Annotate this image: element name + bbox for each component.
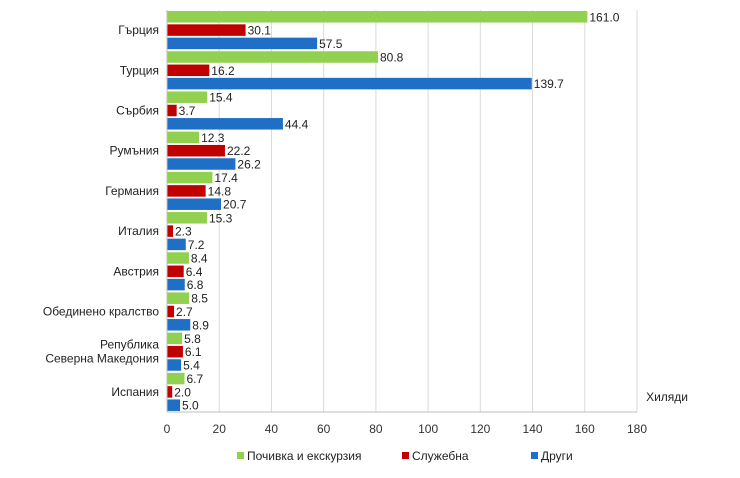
data-label: 5.4 <box>183 359 200 373</box>
legend-label: Други <box>541 449 573 463</box>
data-label: 8.4 <box>191 252 208 266</box>
data-label: 17.4 <box>214 171 238 185</box>
bar <box>167 399 181 411</box>
data-label: 44.4 <box>285 117 309 131</box>
bar <box>167 185 206 197</box>
bar <box>167 158 236 170</box>
bar <box>167 198 222 210</box>
bar <box>167 278 185 291</box>
bar <box>167 104 177 117</box>
data-label: 2.7 <box>176 305 193 319</box>
category-label: Румъния <box>110 144 159 158</box>
category-label: Северна Македония <box>45 352 159 366</box>
data-label: 8.5 <box>191 292 208 306</box>
category-label: Испания <box>111 385 159 399</box>
bar <box>167 24 246 36</box>
bar <box>167 144 225 157</box>
category-label: Австрия <box>113 264 159 278</box>
data-label: 30.1 <box>248 24 272 38</box>
bar <box>167 225 174 237</box>
legend-swatch <box>531 452 538 459</box>
bar <box>167 131 200 144</box>
data-label: 5.0 <box>182 399 199 413</box>
data-label: 7.2 <box>188 238 205 252</box>
x-axis-unit-label: Хиляди <box>646 390 688 404</box>
bars-group <box>167 11 588 411</box>
data-label: 16.2 <box>211 64 235 78</box>
bar <box>167 51 378 63</box>
category-label: Гърция <box>118 23 159 37</box>
x-tick-label: 120 <box>470 422 490 436</box>
bar <box>167 252 189 264</box>
data-label: 8.9 <box>192 318 209 332</box>
legend-label: Служебна <box>412 449 469 463</box>
x-tick-label: 60 <box>317 422 331 436</box>
data-label: 161.0 <box>589 10 619 24</box>
data-labels: 161.0 30.1 57.5 80.8 16.2 139.7 15.4 3.7 44.4 12.… <box>174 10 620 412</box>
bar <box>167 372 185 385</box>
data-label: 80.8 <box>380 51 404 65</box>
bar <box>167 345 183 358</box>
x-tick-label: 140 <box>523 422 543 436</box>
category-label: Сърбия <box>116 104 159 118</box>
bar <box>167 305 175 318</box>
data-label: 3.7 <box>179 104 196 118</box>
data-label: 15.4 <box>209 91 233 105</box>
legend-swatch <box>402 452 409 459</box>
bar <box>167 91 208 103</box>
bar <box>167 292 190 304</box>
bar <box>167 64 210 77</box>
bar <box>167 212 207 224</box>
data-label: 14.8 <box>208 184 232 198</box>
bar <box>167 37 318 50</box>
bar <box>167 238 186 251</box>
data-label: 57.5 <box>319 37 343 51</box>
bar <box>167 77 532 90</box>
bar <box>167 171 213 184</box>
data-label: 26.2 <box>237 158 261 172</box>
data-label: 15.3 <box>209 211 233 225</box>
data-label: 6.1 <box>185 345 202 359</box>
x-tick-label: 0 <box>164 422 171 436</box>
x-tick-label: 160 <box>575 422 595 436</box>
x-axis-ticks: 0 20 40 60 80 100 120 140 160 180 <box>164 422 648 436</box>
bar <box>167 265 184 278</box>
data-label: 12.3 <box>201 131 225 145</box>
data-label: 6.8 <box>187 278 204 292</box>
data-label: 2.0 <box>174 385 191 399</box>
bar <box>167 386 173 398</box>
category-label: Република <box>100 338 159 352</box>
bar <box>167 319 191 331</box>
category-labels: Гърция Турция Сърбия Румъния Германия Италия А… <box>43 23 159 399</box>
x-tick-label: 100 <box>418 422 438 436</box>
category-label: Германия <box>105 184 159 198</box>
legend: Почивка и екскурзия Служебна Други <box>237 449 573 463</box>
x-tick-label: 40 <box>265 422 279 436</box>
x-tick-label: 180 <box>627 422 647 436</box>
x-tick-label: 20 <box>213 422 227 436</box>
data-label: 139.7 <box>534 77 564 91</box>
axes <box>166 10 637 413</box>
bar <box>167 11 588 23</box>
category-label: Турция <box>120 63 159 77</box>
data-label: 6.7 <box>186 372 203 386</box>
data-label: 22.2 <box>227 144 251 158</box>
data-label: 20.7 <box>223 198 247 212</box>
gridlines <box>218 10 638 412</box>
data-label: 6.4 <box>186 265 203 279</box>
data-label: 5.8 <box>184 332 201 346</box>
category-label: Обединено кралство <box>43 305 159 319</box>
bar <box>167 332 183 345</box>
bar <box>167 359 182 371</box>
bar <box>167 118 283 130</box>
legend-swatch <box>237 452 244 459</box>
x-tick-label: 80 <box>369 422 383 436</box>
data-label: 2.3 <box>175 225 192 239</box>
legend-label: Почивка и екскурзия <box>247 449 361 463</box>
category-label: Италия <box>118 224 159 238</box>
